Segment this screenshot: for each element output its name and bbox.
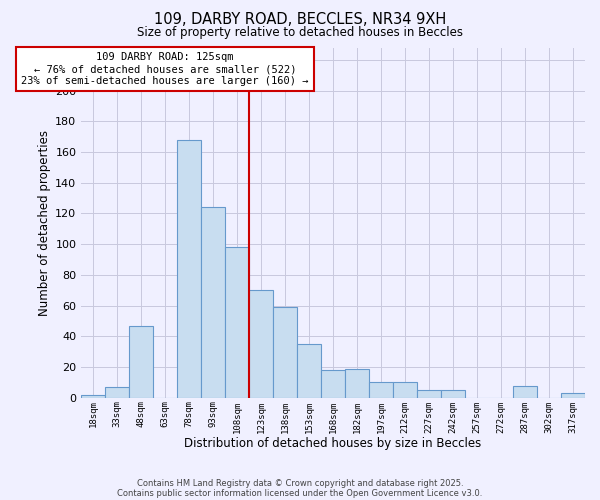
Bar (105, 387, 129, 398)
Bar (177, 140, 201, 398)
Bar (273, 307, 297, 398)
Bar (297, 344, 321, 398)
Text: 109, DARBY ROAD, BECCLES, NR34 9XH: 109, DARBY ROAD, BECCLES, NR34 9XH (154, 12, 446, 28)
Text: Contains HM Land Registry data © Crown copyright and database right 2025.: Contains HM Land Registry data © Crown c… (137, 478, 463, 488)
Bar (249, 290, 273, 398)
Bar (201, 208, 225, 398)
Bar (345, 368, 369, 398)
Text: Size of property relative to detached houses in Beccles: Size of property relative to detached ho… (137, 26, 463, 39)
Bar (417, 390, 441, 398)
Bar (393, 382, 417, 398)
Bar (513, 386, 537, 398)
Bar (81, 394, 105, 398)
Bar (369, 382, 393, 398)
Bar (441, 390, 465, 398)
X-axis label: Distribution of detached houses by size in Beccles: Distribution of detached houses by size … (185, 437, 482, 450)
Bar (129, 326, 153, 398)
Bar (561, 393, 585, 398)
Y-axis label: Number of detached properties: Number of detached properties (38, 130, 51, 316)
Text: 109 DARBY ROAD: 125sqm
← 76% of detached houses are smaller (522)
23% of semi-de: 109 DARBY ROAD: 125sqm ← 76% of detached… (22, 52, 309, 86)
Bar (321, 370, 345, 398)
Text: Contains public sector information licensed under the Open Government Licence v3: Contains public sector information licen… (118, 488, 482, 498)
Bar (225, 247, 249, 398)
